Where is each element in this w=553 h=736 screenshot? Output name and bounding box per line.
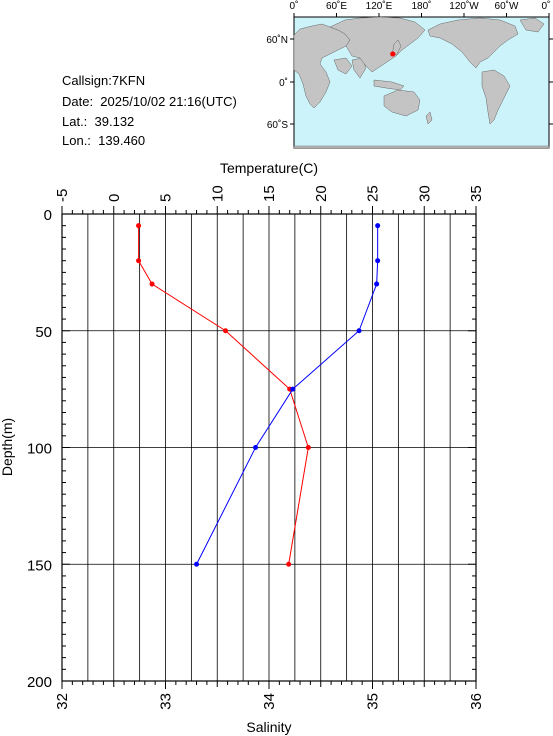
temperature-point <box>136 223 142 229</box>
latitude-text: Lat.: 39.132 <box>62 114 135 129</box>
salinity-point <box>356 328 362 334</box>
salinity-point <box>375 223 381 229</box>
callsign-text: Callsign:7KFN <box>62 73 146 88</box>
date-text: Date: 2025/10/02 21:16(UTC) <box>62 94 237 109</box>
map-frame-ticks <box>290 13 553 125</box>
salinity-point <box>253 445 259 450</box>
depth-tick-label: 100 <box>27 441 52 458</box>
salinity-tick-label: 34 <box>261 693 278 710</box>
map-lon-label: 0˚ <box>542 0 551 12</box>
temperature-tick-labels: -5 0 5 10 15 20 25 30 35 <box>54 185 485 202</box>
map-lat-label: 0˚ <box>279 77 288 89</box>
station-marker <box>390 51 396 57</box>
salinity-axis-title: Salinity <box>246 719 291 735</box>
map-land <box>293 16 550 149</box>
map-lat-label: 60˚N <box>266 34 288 46</box>
salinity-line <box>196 225 379 565</box>
map-lon-label: 180˚ <box>411 0 431 12</box>
temperature-point <box>223 328 229 334</box>
temperature-tick-label: 25 <box>365 185 382 202</box>
map-lat-label: 60˚S <box>267 119 288 131</box>
temperature-axis-title: Temperature(C) <box>220 160 318 176</box>
map-lon-label: 120˚W <box>449 0 479 12</box>
temperature-tick-label: -5 <box>54 189 71 202</box>
temperature-tick-label: 20 <box>313 185 330 202</box>
temperature-point <box>305 445 311 450</box>
salinity-tick-label: 35 <box>365 693 382 710</box>
temperature-point <box>136 258 142 264</box>
plot-frame <box>61 213 477 682</box>
map-lon-label: 60˚E <box>326 0 347 12</box>
map-lon-label: 0˚ <box>290 0 299 12</box>
temperature-tick-label: 30 <box>416 185 433 202</box>
temperature-tick-label: 0 <box>106 194 123 202</box>
temperature-line <box>138 225 309 565</box>
temperature-point <box>149 281 155 287</box>
depth-tick-label: 0 <box>44 207 52 224</box>
map-lon-label: 60˚W <box>495 0 519 12</box>
depth-tick-label: 200 <box>27 674 52 691</box>
depth-axis-title: Depth(m) <box>0 418 15 476</box>
depth-tick-label: 150 <box>27 557 52 574</box>
temperature-tick-label: 10 <box>209 185 226 202</box>
salinity-point <box>194 561 200 567</box>
salinity-tick-label: 32 <box>54 693 71 710</box>
temperature-tick-label: 15 <box>261 185 278 202</box>
axis-ticks <box>61 206 477 689</box>
plot-area: -5 0 5 10 15 20 25 30 35 32 33 34 35 36 050100150200… <box>0 160 485 735</box>
temperature-tick-label: 5 <box>158 194 175 202</box>
temperature-tick-label: 35 <box>468 185 485 202</box>
series-layer <box>136 223 381 567</box>
world-map: 0˚ 60˚E 120˚E 180˚ 120˚W 60˚W 0˚ 60˚N 0˚… <box>266 0 553 149</box>
salinity-tick-labels: 32 33 34 35 36 <box>54 693 485 710</box>
temperature-point <box>286 561 292 567</box>
salinity-point <box>290 386 296 392</box>
depth-tick-labels: 0 50 100 150 200 <box>27 207 52 691</box>
salinity-point <box>375 258 381 264</box>
salinity-tick-label: 36 <box>468 693 485 710</box>
grid-lines <box>61 213 477 682</box>
longitude-text: Lon.: 139.460 <box>62 133 146 148</box>
salinity-point <box>374 281 380 287</box>
depth-tick-label: 50 <box>35 324 52 341</box>
salinity-tick-label: 33 <box>158 693 175 710</box>
map-lon-label: 120˚E <box>366 0 393 12</box>
